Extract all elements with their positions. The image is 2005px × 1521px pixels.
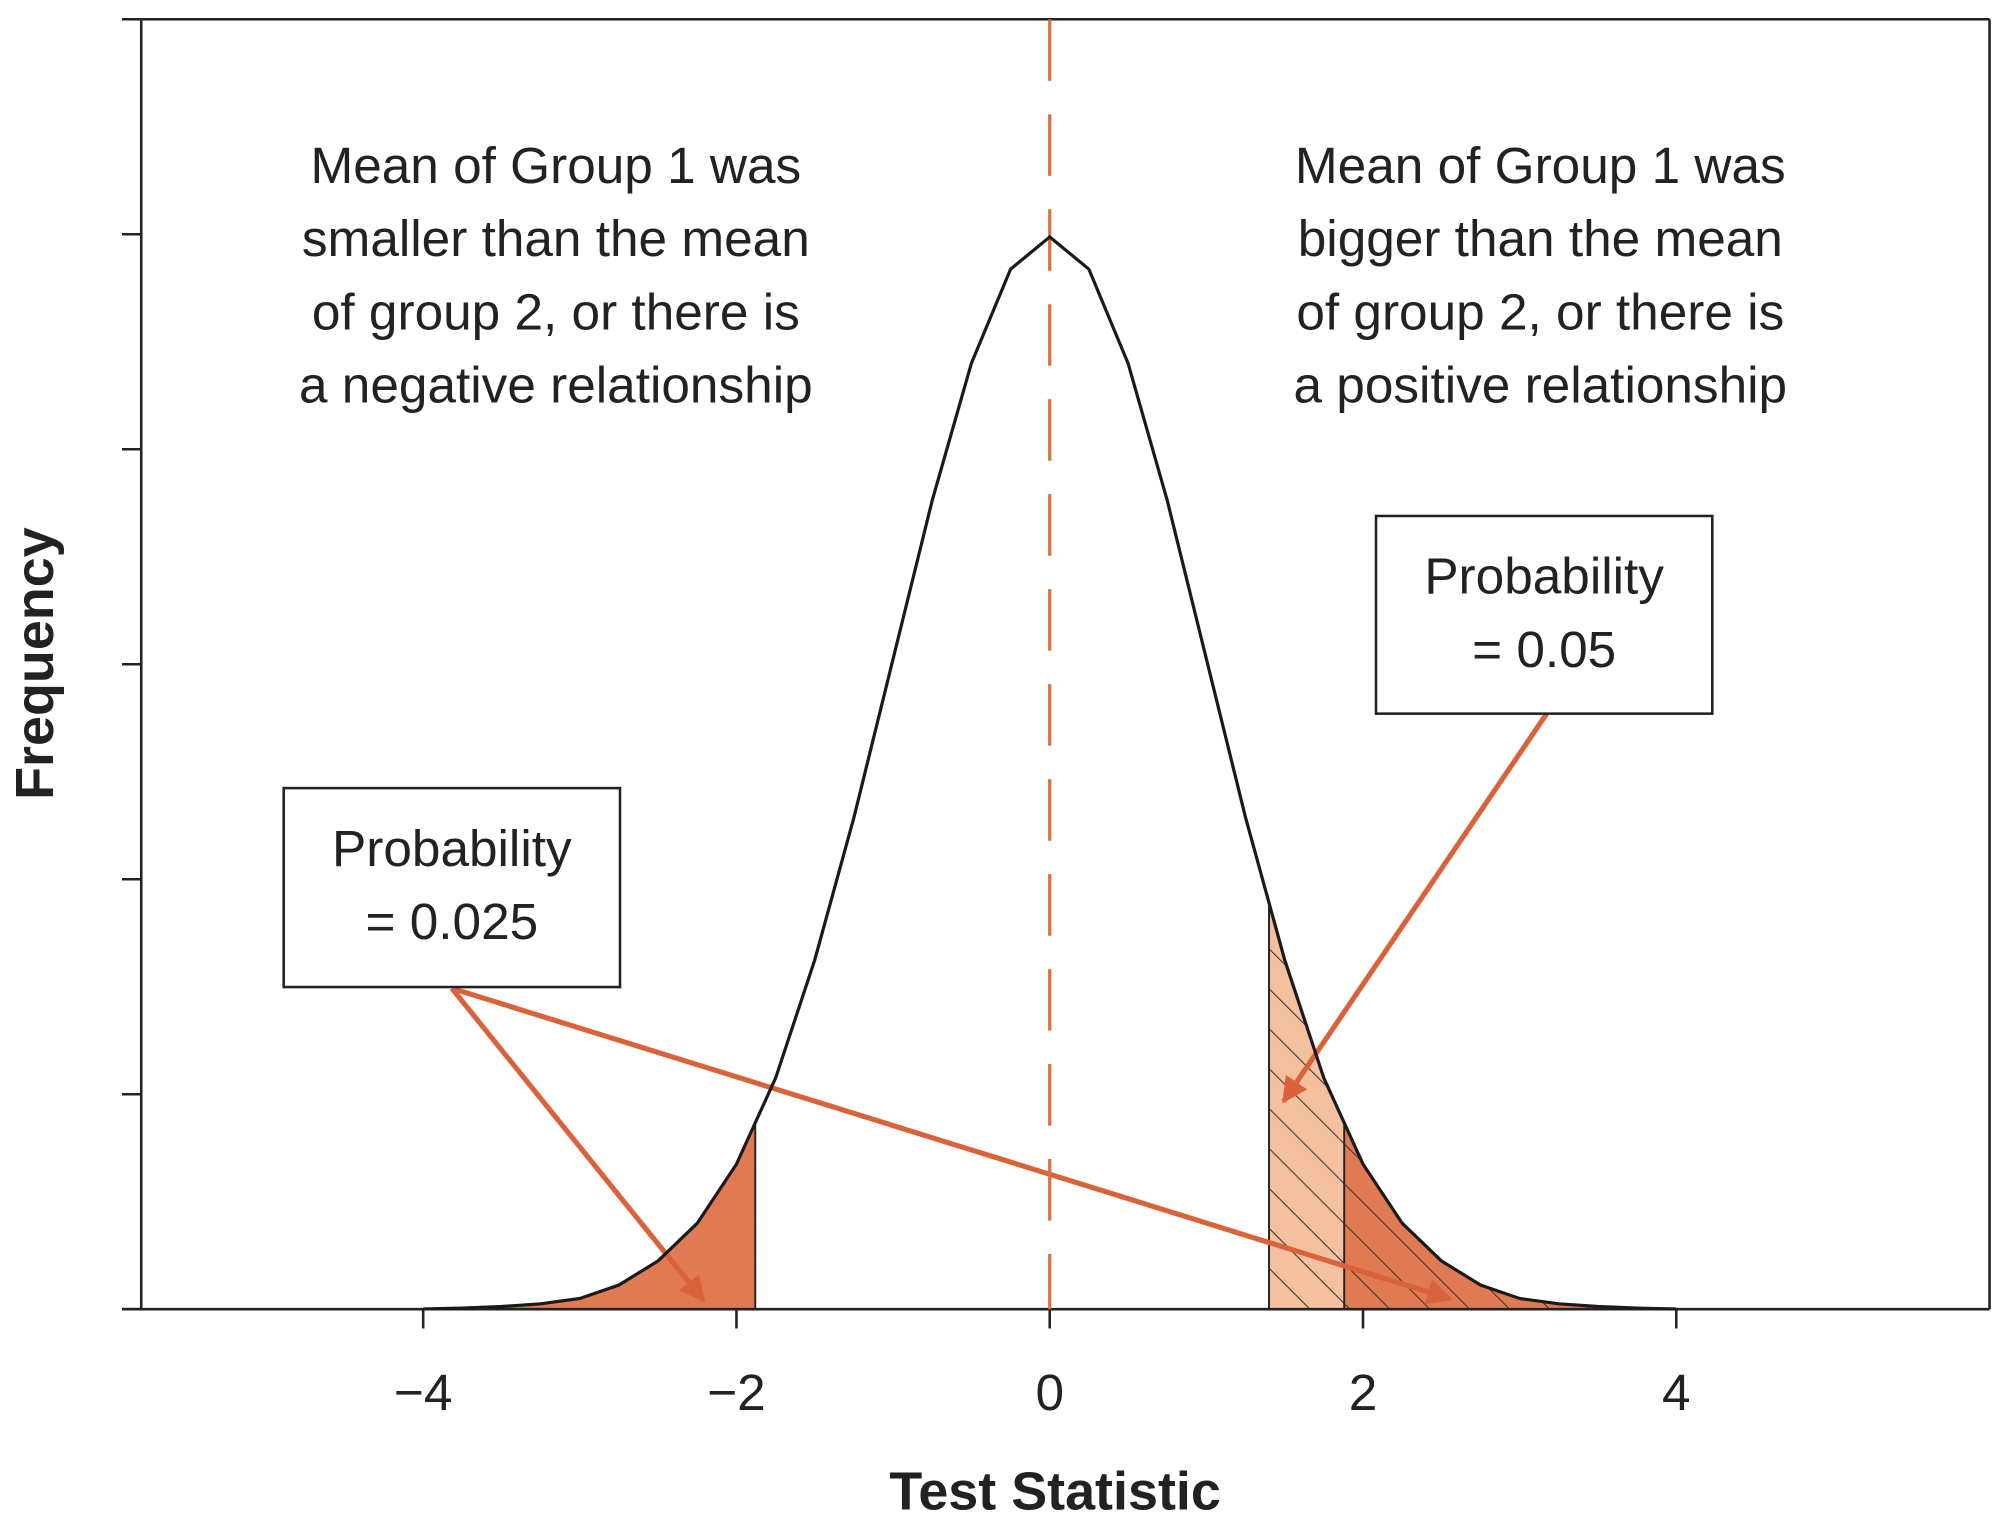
hatch	[1344, 1122, 1677, 1310]
y-axis-title: Frequency	[5, 527, 65, 800]
arrow	[1281, 712, 1549, 1104]
annotation-box	[1374, 514, 1714, 715]
x-tick-label: −4	[394, 1364, 453, 1421]
arrows	[449, 712, 1549, 1305]
annotation-text: smaller than the mean	[302, 210, 810, 267]
annotation-text: Mean of Group 1 was	[310, 137, 801, 194]
hatch	[1269, 902, 1677, 1310]
annotation-text: of group 2, or there is	[1296, 283, 1784, 340]
x-tick-label: 4	[1662, 1364, 1691, 1421]
box-text: = 0.025	[366, 893, 539, 950]
annotation-box	[282, 786, 622, 989]
x-axis-title: Test Statistic	[889, 1462, 1220, 1521]
arrow	[449, 986, 706, 1303]
x-tick-label: 2	[1349, 1364, 1378, 1421]
annotation-text: Mean of Group 1 was	[1295, 137, 1786, 194]
arrow	[451, 985, 1453, 1305]
box-text: = 0.05	[1472, 621, 1616, 678]
shaded-region	[422, 1122, 757, 1311]
annotation-text: bigger than the mean	[1298, 210, 1783, 267]
box-text: Probability	[332, 820, 572, 877]
x-tick-label: 0	[1035, 1364, 1064, 1421]
box-text: Probability	[1424, 548, 1664, 605]
annotation-text: of group 2, or there is	[312, 283, 800, 340]
x-tick-label: −2	[707, 1364, 766, 1421]
annotation-text: a negative relationship	[299, 356, 813, 413]
annotation-text: a positive relationship	[1294, 356, 1788, 413]
density-curve	[423, 234, 1677, 1311]
